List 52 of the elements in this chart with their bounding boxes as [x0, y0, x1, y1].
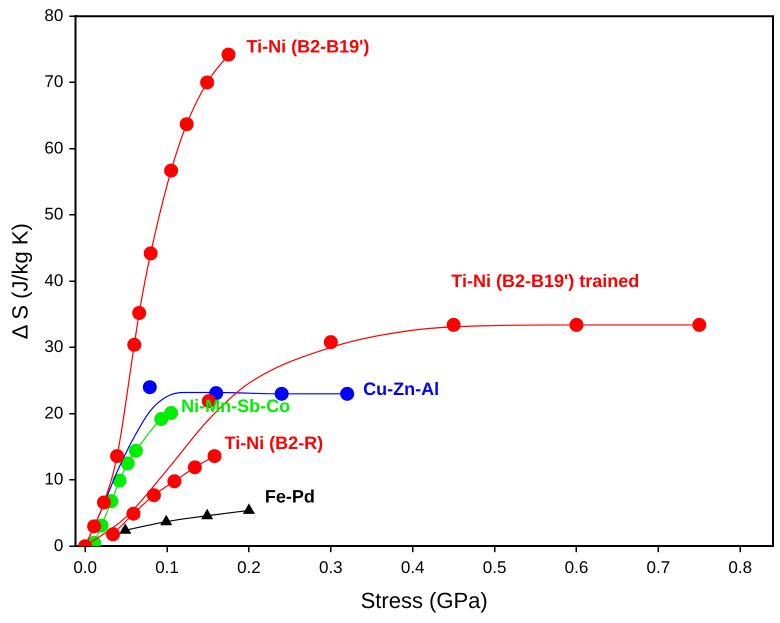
point: [106, 527, 120, 542]
y-tick-label: 70: [44, 72, 64, 92]
point: [446, 318, 461, 332]
point: [164, 406, 178, 420]
point: [120, 456, 135, 470]
point: [340, 386, 354, 401]
series-label: Ti-Ni (B2-B19') trained: [451, 270, 640, 291]
x-tick-label: 0.6: [564, 558, 588, 578]
x-tick-label: 0.4: [400, 558, 425, 578]
point: [132, 306, 146, 320]
y-tick-label: 30: [44, 337, 64, 356]
x-tick-label: 0.8: [728, 558, 752, 578]
point: [167, 474, 182, 488]
point: [142, 380, 157, 394]
y-tick-label: 0: [54, 536, 64, 555]
y-tick-label: 20: [44, 403, 64, 422]
y-axis-title: Δ S (J/kg K): [7, 223, 32, 340]
point: [126, 506, 140, 521]
point: [87, 519, 102, 534]
series-label: Cu-Zn-Al: [363, 378, 440, 399]
x-tick-label: 0.3: [318, 558, 343, 578]
point: [324, 335, 338, 350]
point: [200, 75, 214, 90]
point: [112, 474, 127, 488]
y-tick-label: 40: [44, 270, 64, 290]
point: [164, 164, 178, 178]
x-tick-label: 0.0: [73, 558, 97, 578]
y-tick-label: 60: [44, 138, 64, 158]
point: [154, 412, 168, 426]
point: [146, 488, 161, 502]
point: [110, 449, 124, 464]
point: [96, 495, 111, 510]
point: [144, 246, 158, 260]
x-tick-label: 0.1: [155, 558, 179, 578]
y-tick-label: 10: [44, 470, 64, 489]
point: [208, 449, 222, 464]
x-tick-label: 0.5: [482, 558, 506, 578]
series-label: Ti-Ni (B2-R): [224, 433, 324, 454]
x-tick-label: 0.7: [646, 558, 670, 578]
point: [127, 338, 142, 352]
x-tick-label: 0.2: [237, 558, 261, 578]
point: [221, 48, 236, 62]
point: [188, 460, 202, 474]
y-tick-label: 50: [44, 204, 64, 224]
point: [692, 318, 706, 332]
series-label: Fe-Pd: [264, 486, 315, 506]
point: [569, 318, 584, 332]
point: [180, 117, 194, 132]
series-label: Ti-Ni (B2-B19'): [246, 36, 370, 57]
point: [128, 444, 143, 458]
y-tick-label: 80: [44, 6, 64, 25]
x-axis-title: Stress (GPa): [360, 588, 488, 613]
